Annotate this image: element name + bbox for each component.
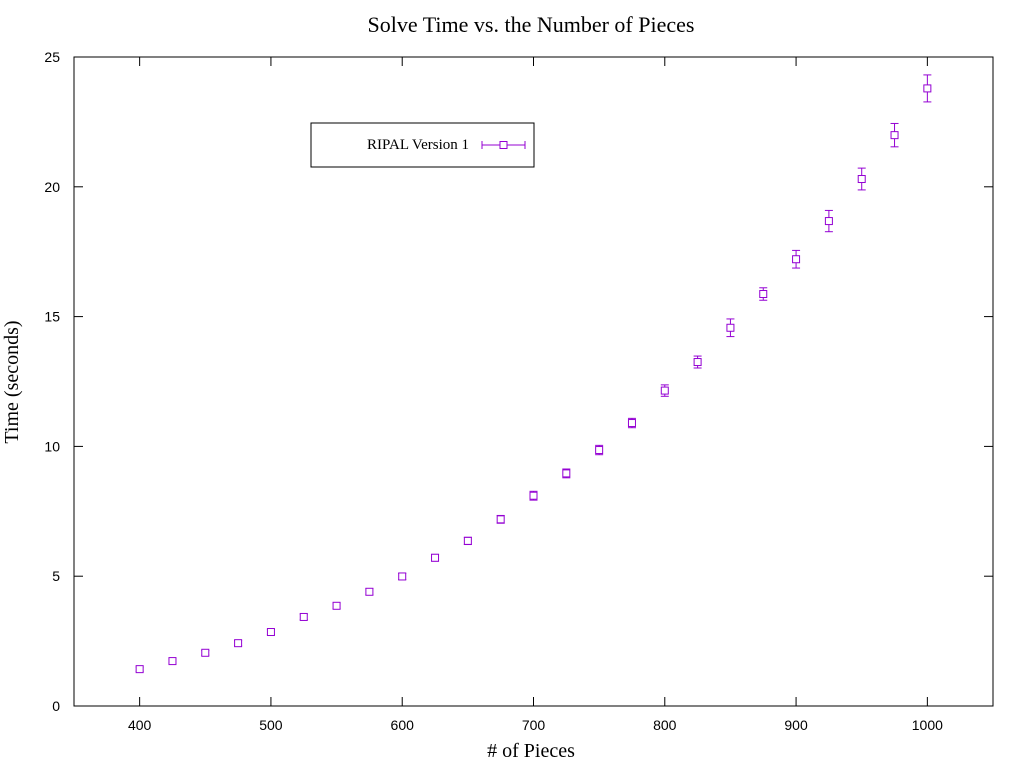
legend-square	[499, 141, 508, 149]
point-marker	[923, 84, 932, 93]
data-point	[824, 209, 833, 233]
point-marker	[857, 175, 866, 184]
point-marker	[431, 553, 440, 562]
point-marker	[299, 612, 308, 621]
data-point	[595, 444, 604, 456]
point-marker	[234, 639, 243, 648]
data-point	[792, 249, 801, 269]
y-tick-label: 0	[52, 698, 60, 714]
chart-title: Solve Time vs. the Number of Pieces	[368, 12, 695, 37]
data-point	[726, 318, 735, 338]
legend-label: RIPAL Version 1	[367, 137, 469, 153]
point-marker	[726, 323, 735, 332]
legend: RIPAL Version 1	[310, 122, 535, 168]
data-point	[398, 572, 407, 581]
data-points	[135, 74, 932, 674]
point-marker	[660, 386, 669, 395]
point-marker	[168, 657, 177, 666]
y-tick-label: 15	[44, 309, 60, 325]
x-tick-label: 900	[784, 717, 808, 733]
data-point	[890, 122, 899, 148]
x-axis-label: # of Pieces	[487, 740, 575, 762]
data-point	[201, 648, 210, 657]
data-point	[234, 639, 243, 648]
point-marker	[595, 446, 604, 455]
data-point	[266, 628, 275, 637]
data-point	[496, 514, 505, 524]
x-tick-label: 600	[391, 717, 415, 733]
y-tick-label: 5	[52, 568, 60, 584]
x-tick-label: 500	[259, 717, 283, 733]
data-point	[431, 553, 440, 562]
data-point	[627, 417, 636, 429]
data-point	[463, 536, 472, 546]
point-marker	[398, 572, 407, 581]
point-marker	[332, 601, 341, 610]
legend-marker	[481, 141, 526, 149]
y-axis-label: Time (seconds)	[1, 320, 23, 443]
data-point	[759, 287, 768, 301]
data-point	[332, 601, 341, 610]
data-point	[365, 587, 374, 596]
data-point	[168, 657, 177, 666]
y-tick-label: 20	[44, 179, 60, 195]
point-marker	[562, 469, 571, 478]
x-tick-label: 700	[522, 717, 546, 733]
y-tick-label: 10	[44, 438, 60, 454]
point-marker	[759, 290, 768, 299]
data-point	[299, 612, 308, 621]
point-marker	[627, 419, 636, 428]
data-point	[660, 384, 669, 397]
point-marker	[824, 217, 833, 226]
axis-ticks: 400 500 600 700 800 900 1000 0 5 10 15 20 25	[44, 49, 993, 733]
x-tick-label: 400	[128, 717, 152, 733]
data-point	[923, 74, 932, 103]
x-tick-label: 800	[653, 717, 677, 733]
point-marker	[496, 515, 505, 524]
point-marker	[792, 255, 801, 264]
data-point	[562, 468, 571, 479]
data-point	[529, 490, 538, 501]
point-marker	[365, 587, 374, 596]
data-point	[693, 355, 702, 369]
data-point	[857, 167, 866, 191]
x-tick-label: 1000	[912, 717, 943, 733]
y-tick-label: 25	[44, 49, 60, 65]
point-marker	[529, 491, 538, 500]
point-marker	[463, 536, 472, 545]
point-marker	[890, 131, 899, 140]
point-marker	[135, 665, 144, 674]
point-marker	[693, 358, 702, 367]
point-marker	[266, 628, 275, 637]
data-point	[135, 665, 144, 674]
point-marker	[201, 648, 210, 657]
